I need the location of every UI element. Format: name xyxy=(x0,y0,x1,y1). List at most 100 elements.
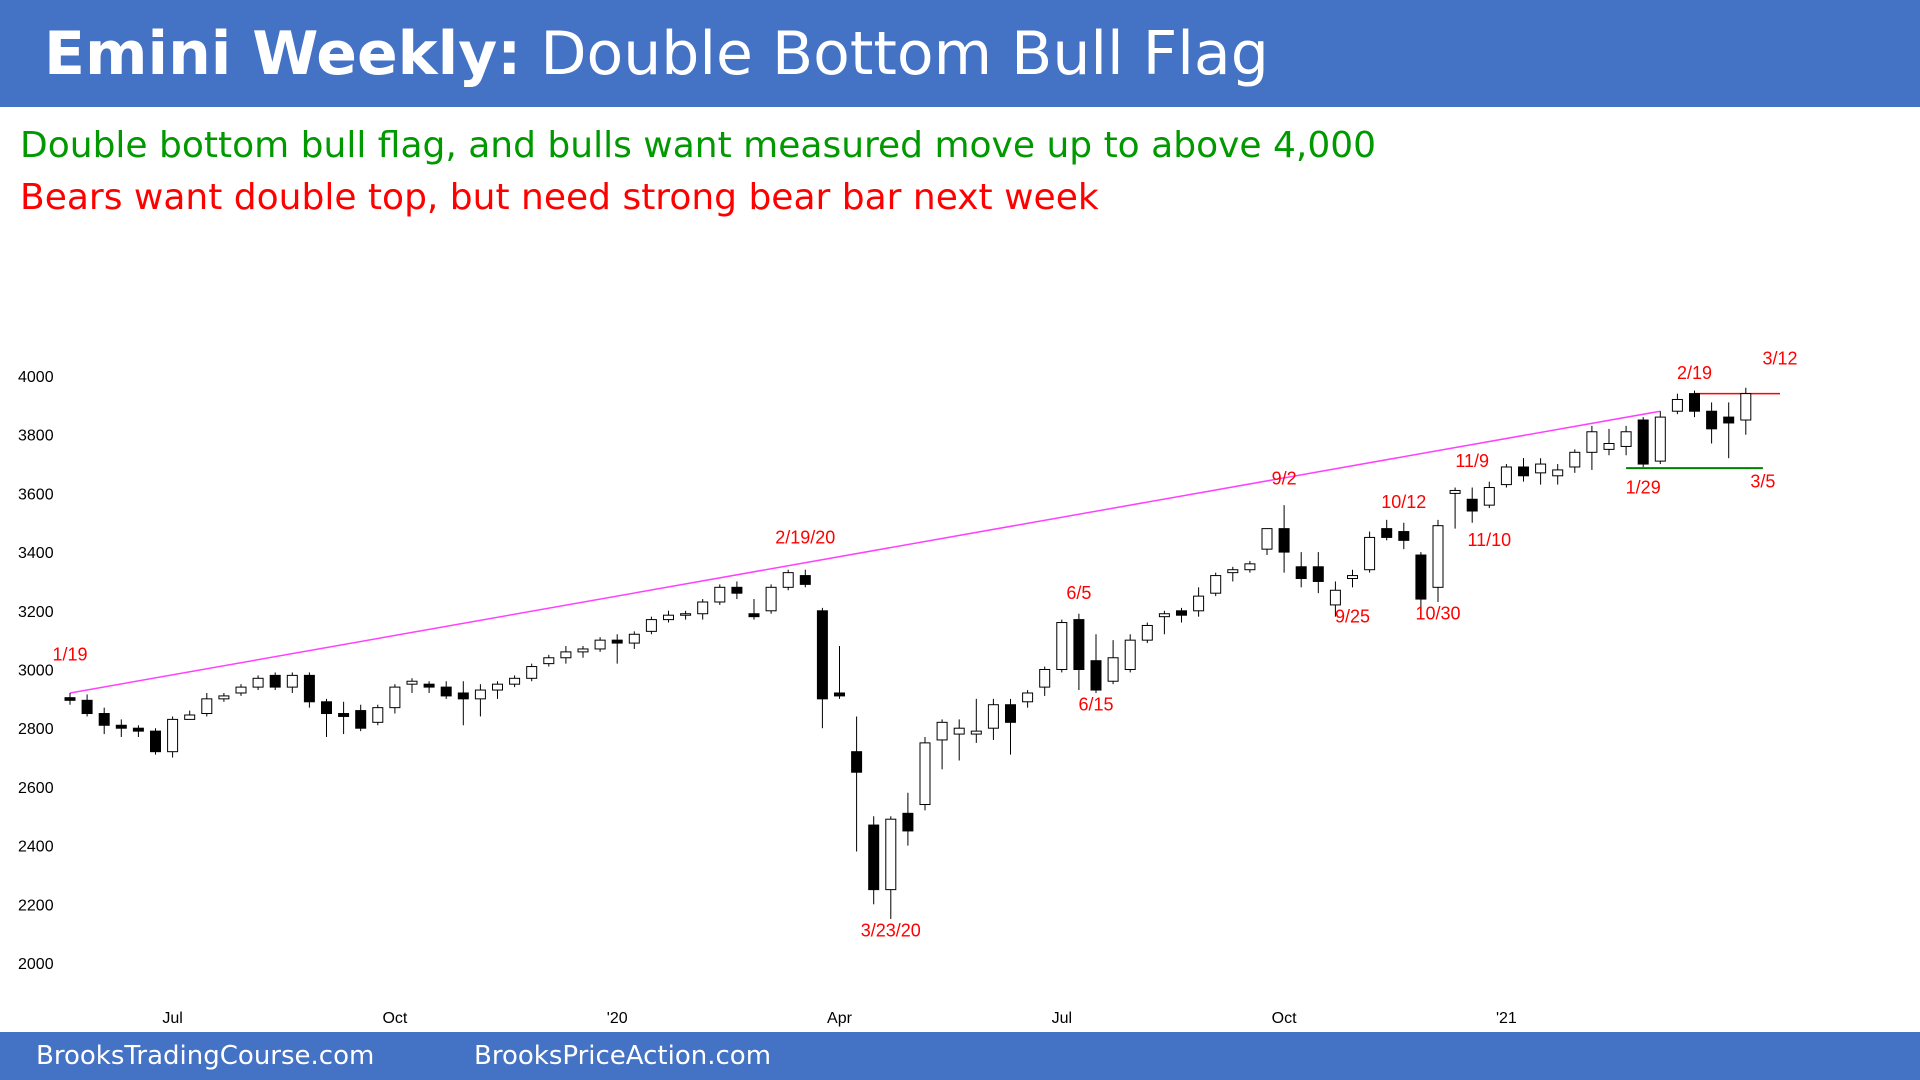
candle-body xyxy=(1124,639,1136,671)
candle xyxy=(474,684,486,717)
candle-body xyxy=(1005,704,1016,723)
candle-body xyxy=(645,619,657,632)
candle xyxy=(1586,425,1598,470)
candle xyxy=(1278,505,1290,573)
candle-body xyxy=(492,683,503,691)
candle xyxy=(663,610,674,623)
candle xyxy=(1552,464,1564,485)
candle-body xyxy=(577,648,589,653)
footer-right-link[interactable]: BrooksPriceAction.com xyxy=(474,1041,772,1071)
annotation-lines xyxy=(69,392,1780,694)
candle-body xyxy=(1227,569,1239,574)
candle-body xyxy=(1022,692,1034,703)
candle xyxy=(1005,698,1016,755)
footer-left-link[interactable]: BrooksTradingCourse.com xyxy=(36,1041,375,1071)
candle xyxy=(782,569,794,591)
candle-body xyxy=(1073,619,1085,670)
candle xyxy=(1090,634,1102,693)
candle-body xyxy=(1552,469,1564,477)
y-tick-label: 3000 xyxy=(18,663,54,680)
candle-body xyxy=(1107,657,1119,682)
candle xyxy=(184,710,196,720)
candle-body xyxy=(355,710,367,729)
candle-body xyxy=(1141,624,1153,641)
candle-body xyxy=(1039,669,1051,688)
candle-body xyxy=(560,651,572,659)
candle xyxy=(303,672,315,708)
candle xyxy=(269,672,281,691)
candle xyxy=(1176,607,1187,623)
candle-body xyxy=(987,704,999,729)
date-label: 2/19 xyxy=(1677,363,1712,383)
candle xyxy=(526,663,538,682)
page-title: Emini Weekly: Double Bottom Bull Flag xyxy=(44,18,1269,90)
candle xyxy=(1347,569,1358,588)
candle xyxy=(167,716,179,758)
candle xyxy=(953,719,965,761)
date-label: 3/12 xyxy=(1762,348,1797,368)
candle-body xyxy=(543,657,555,665)
candle-body xyxy=(1381,528,1393,538)
candle-body xyxy=(1740,393,1752,421)
candle-body xyxy=(457,692,469,700)
candle xyxy=(731,581,743,600)
candle-body xyxy=(1723,416,1735,424)
candle xyxy=(355,704,367,732)
candle-body xyxy=(1210,575,1222,594)
candle xyxy=(1620,425,1632,456)
candle xyxy=(115,719,127,738)
candle xyxy=(1518,458,1529,482)
candle-body xyxy=(338,713,350,717)
candle-body xyxy=(235,686,247,694)
candle xyxy=(885,816,897,919)
candle-body xyxy=(765,586,777,612)
candle xyxy=(321,698,332,738)
candle-body xyxy=(834,692,845,697)
date-label: 1/29 xyxy=(1626,477,1661,497)
candle xyxy=(680,610,692,620)
candle-body xyxy=(269,674,281,688)
x-tick-label: '20 xyxy=(607,1010,628,1027)
candle-body xyxy=(1193,595,1205,612)
candle-body xyxy=(1586,431,1598,453)
candle-body xyxy=(115,724,127,729)
candle-body xyxy=(184,714,196,720)
date-label: 3/23/20 xyxy=(861,921,921,941)
date-label: 10/30 xyxy=(1415,604,1460,624)
candle-body xyxy=(748,613,760,618)
candle-body xyxy=(1176,610,1187,616)
candle xyxy=(1500,464,1512,488)
candles xyxy=(64,387,1752,919)
candle-body xyxy=(389,686,401,709)
candle xyxy=(1569,449,1581,473)
date-label: 3/5 xyxy=(1750,472,1775,492)
candle xyxy=(834,646,845,699)
candle xyxy=(423,681,435,693)
candle xyxy=(1603,428,1615,456)
candle xyxy=(1107,640,1119,685)
candle-body xyxy=(885,818,897,891)
candle-body xyxy=(252,677,264,688)
candle-body xyxy=(1689,393,1700,412)
candle xyxy=(1039,666,1051,696)
candle-body xyxy=(509,677,521,685)
candle xyxy=(765,584,777,614)
candle-body xyxy=(953,727,965,735)
candle-body xyxy=(628,633,640,644)
candle-body xyxy=(697,601,709,615)
date-label: 1/19 xyxy=(52,645,87,665)
candle xyxy=(372,704,384,726)
candle xyxy=(577,646,589,658)
candle xyxy=(628,631,640,649)
candle xyxy=(218,692,230,702)
candle-body xyxy=(1398,531,1410,541)
candle-body xyxy=(1347,575,1358,580)
candle-body xyxy=(1535,463,1547,474)
candle-body xyxy=(902,812,914,832)
candle xyxy=(1022,690,1034,708)
candle-body xyxy=(1312,566,1324,582)
candlestick-chart: 4000 3800 3600 3400 3200 3000 2800 2600 2400 2200… xyxy=(18,348,1798,1027)
candle xyxy=(1073,613,1085,691)
x-tick-label: Apr xyxy=(827,1010,853,1027)
x-tick-label: Jul xyxy=(162,1010,182,1027)
